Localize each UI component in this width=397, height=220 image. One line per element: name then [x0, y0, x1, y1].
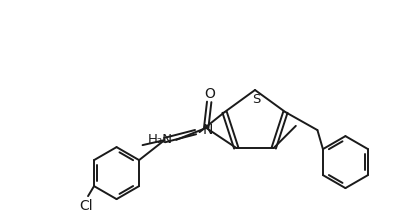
Text: N: N	[202, 123, 213, 137]
Text: O: O	[204, 87, 215, 101]
Text: Cl: Cl	[79, 199, 93, 213]
Text: H₂N: H₂N	[148, 133, 173, 146]
Text: S: S	[252, 92, 260, 106]
